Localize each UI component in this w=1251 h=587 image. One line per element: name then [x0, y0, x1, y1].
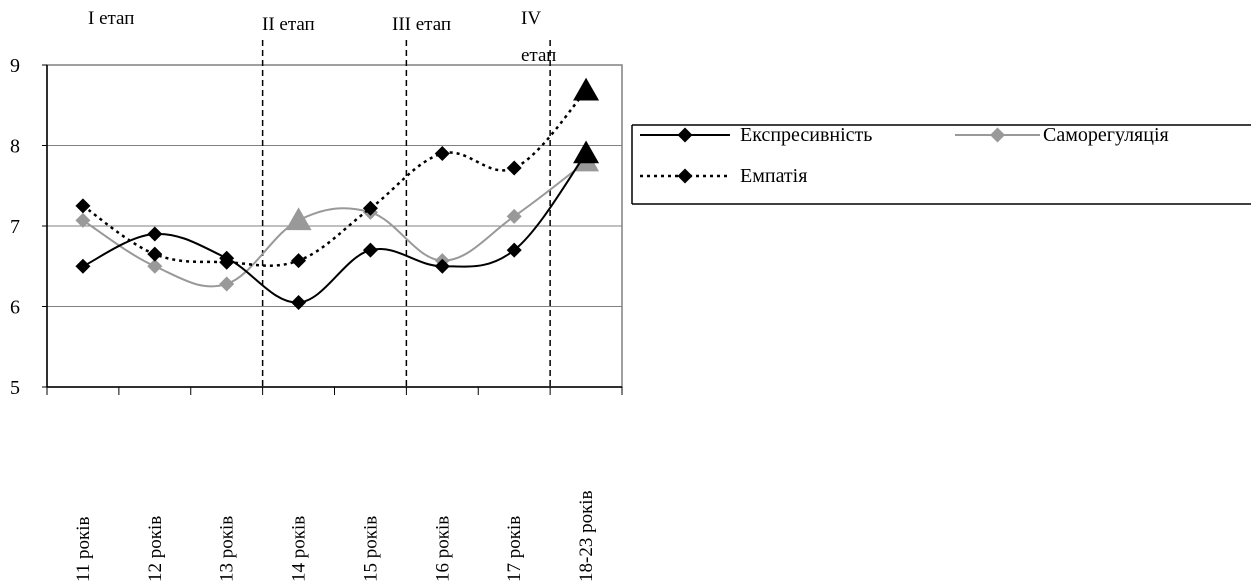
- data-point: [75, 198, 91, 214]
- data-point: [147, 246, 163, 262]
- data-point: [434, 146, 450, 162]
- series-1: [75, 140, 600, 310]
- data-point: [147, 258, 163, 274]
- y-tick-label: 6: [10, 297, 20, 319]
- series-line: [82, 89, 587, 267]
- legend-marker: [677, 168, 693, 184]
- legend-item: Саморегуляція: [955, 124, 1169, 146]
- x-tick-label: 16 років: [432, 516, 453, 582]
- data-point: [219, 276, 235, 292]
- data-point: [75, 258, 91, 274]
- x-tick-label: 17 років: [504, 516, 525, 582]
- data-point: [573, 140, 600, 164]
- gridlines: [47, 145, 622, 307]
- data-point: [573, 77, 600, 101]
- data-point: [285, 207, 312, 231]
- axes: [42, 64, 623, 395]
- legend-marker: [990, 127, 1005, 143]
- data-point: [219, 254, 235, 270]
- x-tick-label: 13 років: [217, 516, 238, 582]
- x-tick-label: 12 років: [145, 516, 166, 582]
- series-line: [82, 152, 587, 304]
- series-group: [75, 77, 600, 310]
- x-tick-label: 11 років: [73, 516, 94, 582]
- y-tick-label: 7: [10, 216, 20, 238]
- y-tick-label: 9: [10, 55, 20, 77]
- data-point: [291, 253, 307, 269]
- y-tick-label: 8: [10, 136, 20, 158]
- y-tick-label: 5: [10, 377, 20, 399]
- data-point: [506, 160, 522, 176]
- legend-marker: [677, 127, 693, 143]
- stage-label-4: IV етап: [521, 8, 556, 66]
- x-tick-label: 18-23 років: [576, 490, 597, 582]
- legend-item: Експресивність: [640, 124, 872, 146]
- data-point: [75, 212, 91, 228]
- legend-label: Емпатія: [740, 165, 807, 187]
- x-tick-label: 14 років: [289, 516, 310, 582]
- stage-label-2: II етап: [262, 14, 315, 35]
- stage-label-1: I етап: [88, 8, 134, 29]
- x-tick-label: 15 років: [360, 516, 381, 582]
- series-line: [82, 160, 587, 288]
- legend: Експресивність Саморегуляція Емпатія: [631, 124, 1251, 205]
- data-point: [147, 226, 163, 242]
- data-point: [506, 242, 522, 258]
- series-3: [75, 77, 600, 270]
- data-point: [362, 200, 378, 216]
- axis-labels: 5 6 7 8 9 11 років 12 років 13 років 14 років 15 …: [10, 55, 597, 582]
- legend-item: Емпатія: [640, 165, 807, 187]
- stage-dividers: [261, 40, 551, 387]
- legend-label: Саморегуляція: [1043, 124, 1169, 146]
- data-point: [506, 208, 522, 224]
- data-point: [362, 242, 378, 258]
- series-2: [75, 148, 600, 292]
- legend-label: Експресивність: [740, 124, 872, 146]
- data-point: [291, 294, 307, 310]
- stage-label-3: III етап: [392, 14, 451, 35]
- data-point: [434, 258, 450, 274]
